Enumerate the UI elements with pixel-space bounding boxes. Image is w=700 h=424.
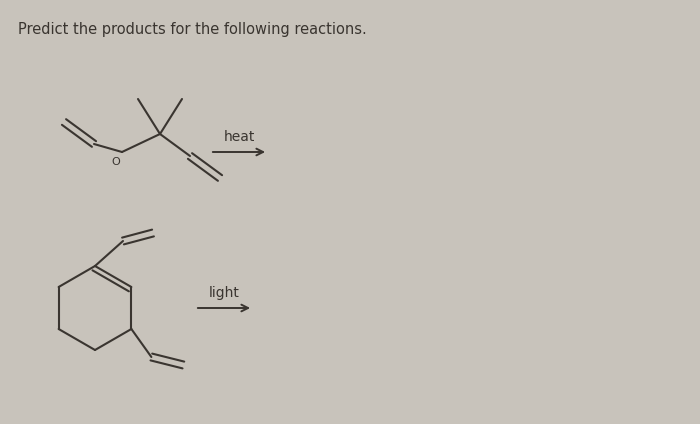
Text: light: light: [209, 286, 239, 300]
Text: Predict the products for the following reactions.: Predict the products for the following r…: [18, 22, 367, 37]
Text: O: O: [111, 157, 120, 167]
Text: heat: heat: [223, 130, 255, 144]
